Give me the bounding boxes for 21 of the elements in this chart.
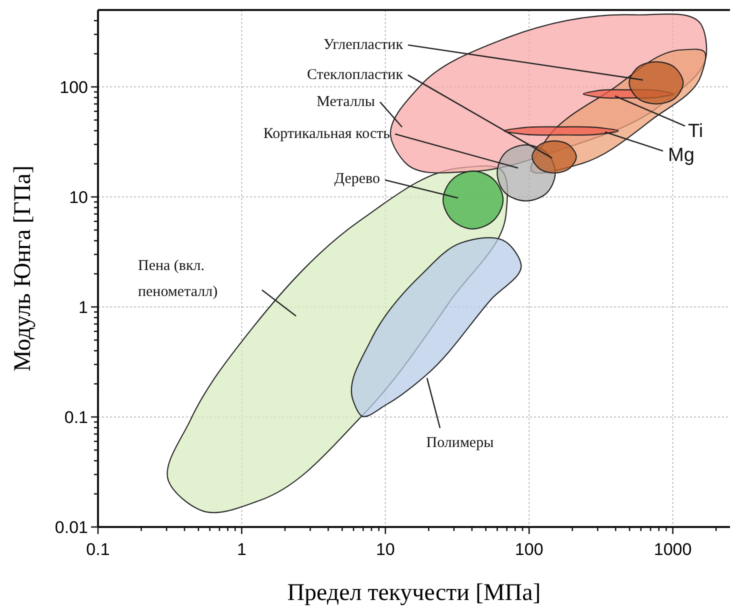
text: Стеклопластик <box>307 67 404 83</box>
x-tick-label: 100 <box>514 540 544 559</box>
text: Пена (вкл. пенометалл) <box>138 258 218 300</box>
y-tick-label: 0.01 <box>54 518 88 537</box>
text: Дерево <box>334 171 380 187</box>
text: Углепластик <box>323 37 404 53</box>
y-tick-label: 10 <box>69 188 88 207</box>
x-tick-label: 1000 <box>654 540 692 559</box>
series-label: Металлы <box>316 94 375 110</box>
x-tick-label: 1 <box>236 540 246 559</box>
y-tick-label: 1 <box>78 298 88 317</box>
x-axis-title: Предел текучести [МПа] <box>287 580 541 606</box>
y-tick-label: 100 <box>60 78 88 97</box>
text: Кортикальная кость <box>263 126 390 142</box>
x-tick-label: 10 <box>376 540 395 559</box>
text: Полимеры <box>426 435 494 451</box>
x-tick-label: 0.1 <box>86 540 110 559</box>
y-axis-title: Модуль Юнга [ГПа] <box>10 166 36 372</box>
text: Mg <box>668 145 694 166</box>
y-tick-label: 0.1 <box>64 408 88 427</box>
series-label: Ti <box>688 121 704 142</box>
